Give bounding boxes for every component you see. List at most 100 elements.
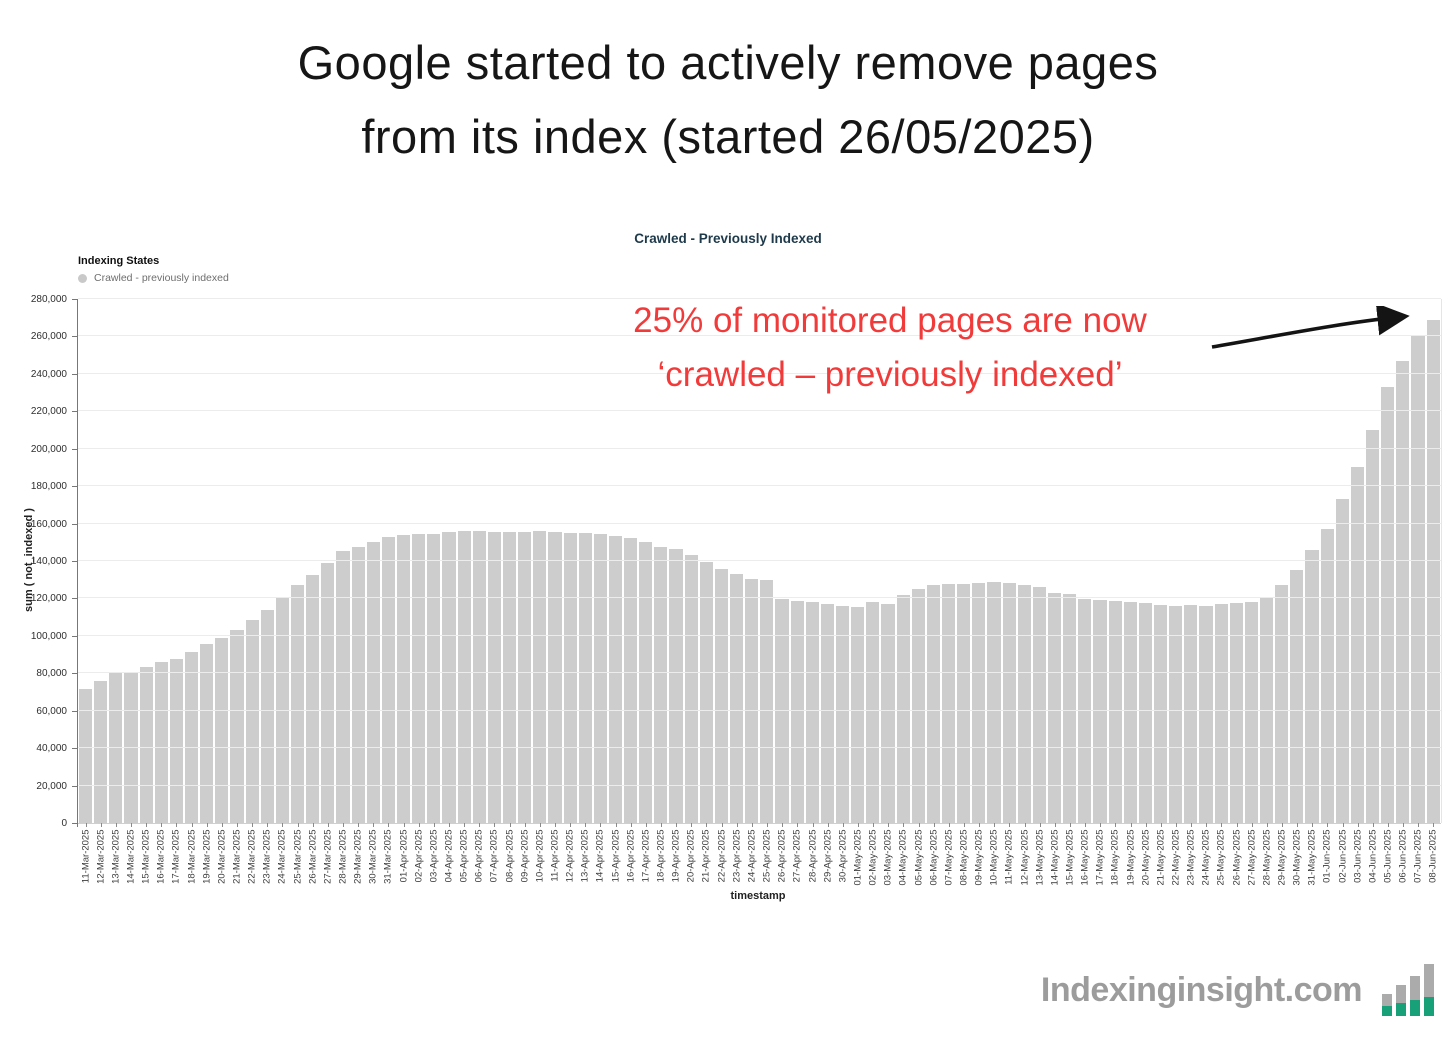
x-tick-label: 04-Jun-2025 xyxy=(1367,829,1379,883)
x-axis-tick xyxy=(827,823,829,827)
x-axis-tick xyxy=(585,823,587,827)
bar-16-Mar-2025 xyxy=(154,662,168,823)
bar-01-Jun-2025 xyxy=(1320,529,1334,823)
x-axis-tick xyxy=(343,823,345,827)
annotation-callout: 25% of monitored pages are now ‘crawled … xyxy=(520,294,1260,402)
x-tick-label: 30-May-2025 xyxy=(1291,829,1303,886)
x-axis-tick xyxy=(524,823,526,827)
bar-28-Apr-2025 xyxy=(805,601,819,823)
x-tick-label: 15-May-2025 xyxy=(1064,829,1076,886)
y-tick-label: 0 xyxy=(61,818,67,829)
bar-28-Mar-2025 xyxy=(336,551,350,823)
x-axis-tick xyxy=(1115,823,1117,827)
x-axis-tick xyxy=(1327,823,1329,827)
y-tick-label: 60,000 xyxy=(36,705,67,717)
y-axis-tick xyxy=(72,523,77,525)
x-axis-tick xyxy=(691,823,693,827)
x-axis-tick xyxy=(661,823,663,827)
x-axis-tick xyxy=(282,823,284,827)
bar-25-May-2025 xyxy=(1214,604,1228,823)
bar-03-May-2025 xyxy=(881,604,895,823)
bar-15-Apr-2025 xyxy=(608,535,623,823)
x-axis-tick xyxy=(1175,823,1177,827)
x-axis-tick xyxy=(1206,823,1208,827)
y-tick-label: 180,000 xyxy=(30,481,67,493)
x-tick-label: 24-Apr-2025 xyxy=(746,829,758,883)
x-axis-tick xyxy=(994,823,996,827)
bar-31-Mar-2025 xyxy=(381,537,395,823)
x-axis-tick xyxy=(645,823,647,827)
y-tick-label: 140,000 xyxy=(30,556,67,567)
x-tick-label: 25-Apr-2025 xyxy=(761,829,773,883)
bar-22-May-2025 xyxy=(1169,605,1183,823)
x-tick-label: 01-May-2025 xyxy=(852,829,864,886)
x-tick-label: 21-May-2025 xyxy=(1155,829,1167,886)
plot-area xyxy=(72,298,1442,827)
bar-30-Apr-2025 xyxy=(836,605,850,823)
bar-01-May-2025 xyxy=(851,606,865,823)
y-axis-tick xyxy=(72,448,77,450)
x-axis-tick xyxy=(782,823,784,827)
brand-name[interactable]: Indexinginsight.com xyxy=(1040,971,1363,1009)
x-axis-tick xyxy=(979,823,981,827)
y-tick-label: 20,000 xyxy=(36,780,67,792)
bar-22-Apr-2025 xyxy=(714,568,729,823)
bar-16-May-2025 xyxy=(1078,599,1092,823)
x-axis-tick xyxy=(1312,823,1314,827)
bar-20-May-2025 xyxy=(1138,602,1152,823)
x-axis-tick xyxy=(1191,823,1193,827)
x-axis-tick xyxy=(1281,823,1283,827)
x-tick-label: 02-Jun-2025 xyxy=(1337,829,1349,883)
x-axis-tick xyxy=(418,823,420,827)
x-tick-label: 06-May-2025 xyxy=(928,829,940,886)
logo-bar xyxy=(1424,964,1434,1016)
x-tick-label: 28-May-2025 xyxy=(1261,829,1273,886)
y-tick-label: 160,000 xyxy=(30,518,67,530)
x-tick-label: 05-Apr-2025 xyxy=(458,829,470,883)
x-axis-tick xyxy=(1039,823,1041,827)
x-axis-tick xyxy=(297,823,299,827)
y-axis-tick xyxy=(72,486,77,488)
x-axis-tick xyxy=(1145,823,1147,827)
bar-21-May-2025 xyxy=(1153,604,1168,823)
x-axis-tick xyxy=(312,823,314,827)
x-tick-label: 31-May-2025 xyxy=(1306,829,1318,886)
x-tick-label: 25-May-2025 xyxy=(1215,829,1227,886)
legend: Indexing States Crawled - previously ind… xyxy=(78,255,229,284)
x-tick-label: 11-Mar-2025 xyxy=(80,829,92,884)
gridline xyxy=(78,747,1441,749)
bar-07-Apr-2025 xyxy=(487,531,501,823)
bar-24-Mar-2025 xyxy=(275,598,289,823)
x-tick-label: 14-May-2025 xyxy=(1049,829,1061,886)
x-tick-label: 31-Mar-2025 xyxy=(382,829,394,884)
x-tick-label: 17-May-2025 xyxy=(1094,829,1106,886)
logo-bar xyxy=(1396,985,1406,1016)
x-axis-title: timestamp xyxy=(730,890,786,902)
x-tick-label: 27-May-2025 xyxy=(1246,829,1258,886)
x-axis-tick xyxy=(751,823,753,827)
gridline xyxy=(78,709,1441,711)
y-axis-tick xyxy=(72,635,77,637)
y-axis-tick xyxy=(72,785,77,787)
x-tick-label: 03-Apr-2025 xyxy=(428,829,440,883)
bar-04-Jun-2025 xyxy=(1365,430,1380,823)
x-axis-tick xyxy=(433,823,435,827)
x-tick-label: 30-Mar-2025 xyxy=(367,829,379,884)
x-axis-tick xyxy=(100,823,102,827)
legend-item[interactable]: Crawled - previously indexed xyxy=(78,272,229,284)
x-tick-label: 21-Mar-2025 xyxy=(231,829,243,884)
x-tick-label: 22-Apr-2025 xyxy=(716,829,728,883)
x-axis-tick xyxy=(494,823,496,827)
y-tick-label: 120,000 xyxy=(30,593,67,605)
x-tick-label: 01-Apr-2025 xyxy=(398,829,410,883)
x-axis-tick xyxy=(948,823,950,827)
x-tick-label: 27-Mar-2025 xyxy=(322,829,334,884)
x-axis-tick xyxy=(221,823,223,827)
x-axis-tick xyxy=(888,823,890,827)
y-axis-tick xyxy=(72,598,77,600)
bar-31-May-2025 xyxy=(1305,549,1319,823)
annotation-arrow-icon xyxy=(1211,306,1410,349)
x-tick-label: 20-Mar-2025 xyxy=(216,829,228,884)
bar-30-Mar-2025 xyxy=(366,541,380,823)
x-axis-tick xyxy=(903,823,905,827)
